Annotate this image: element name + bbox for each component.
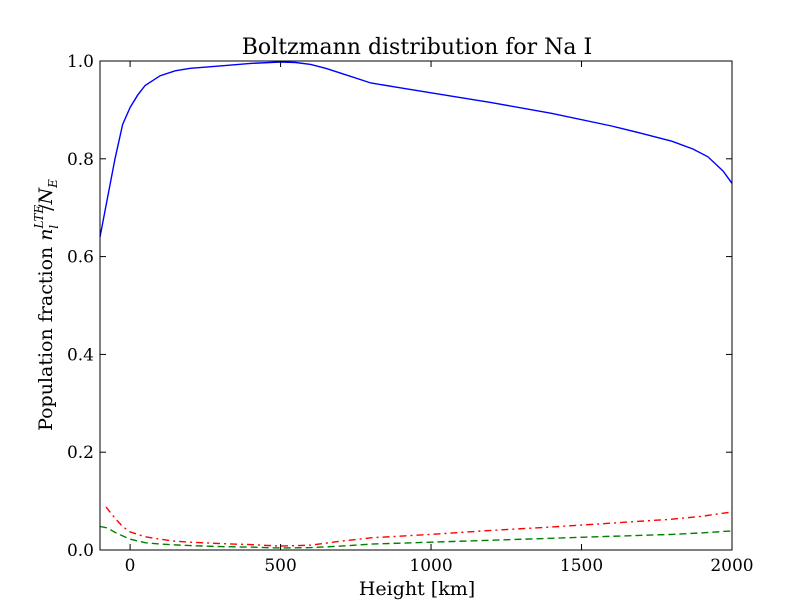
y-tick-label-4: 0.8 (67, 150, 94, 170)
y-axis-label-main: Population fraction (35, 247, 57, 431)
y-tick-label-2: 0.4 (67, 345, 94, 365)
x-axis-label: Height [km] (359, 578, 475, 600)
y-axis-label-sup: LTE (32, 205, 46, 230)
y-tick-label-0: 0.0 (67, 541, 94, 561)
y-axis-label-denom-sub: E (46, 179, 60, 189)
series-layer (99, 61, 733, 549)
y-axis-label-slash: / (35, 204, 57, 211)
y-tick-label-1: 0.2 (67, 443, 94, 463)
y-axis-label-n: n (35, 229, 57, 241)
chart-title: Boltzmann distribution for Na I (242, 35, 592, 60)
x-tick-label-1: 500 (264, 556, 296, 576)
y-tick-label-5: 1.0 (67, 52, 94, 72)
series-line-0 (99, 61, 733, 238)
x-tick-label-3: 1500 (560, 556, 603, 576)
y-tick-label-3: 0.6 (67, 248, 94, 268)
series-line-2 (99, 525, 733, 549)
series-line-1 (105, 506, 733, 547)
y-axis-label-denom: N (35, 186, 57, 205)
x-tick-label-4: 2000 (710, 556, 753, 576)
x-tick-label-2: 1000 (409, 556, 452, 576)
x-ticks: 0 500 1000 1500 2000 (125, 61, 754, 576)
y-ticks: 0.0 0.2 0.4 0.6 0.8 1.0 (67, 52, 732, 561)
x-tick-label-0: 0 (125, 556, 136, 576)
plot-frame (99, 60, 733, 551)
y-axis-label: Population fraction nLTEl /NE (32, 179, 61, 431)
y-axis-label-sub: l (47, 225, 61, 229)
